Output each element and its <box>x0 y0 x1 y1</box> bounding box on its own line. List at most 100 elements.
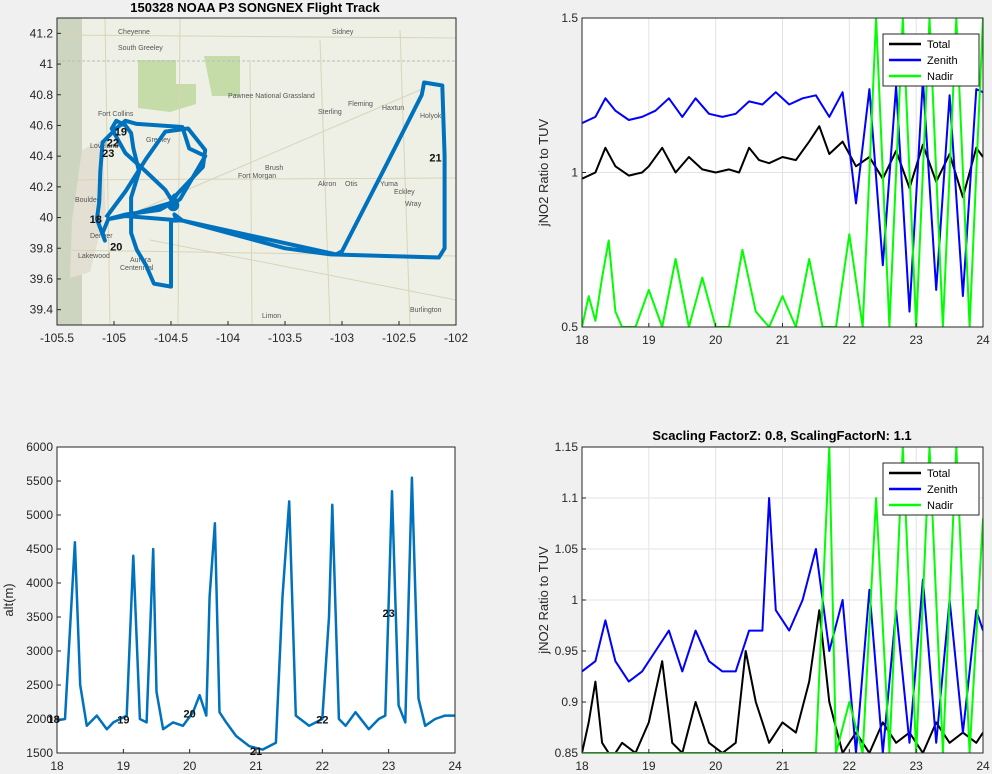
map-place-label: Boulder <box>75 197 100 204</box>
x-tick-label: -104 <box>216 331 240 345</box>
hour-label: 19 <box>117 715 129 727</box>
y-tick-label: 1 <box>571 166 578 180</box>
map-place-label: Holyoke <box>420 113 445 120</box>
x-tick-label: -104.5 <box>154 331 188 345</box>
y-tick-label: 2000 <box>26 712 53 726</box>
x-tick-label: -102 <box>444 331 468 345</box>
ratio-panel-bottom: Scacling FactorZ: 0.8, ScalingFactorN: 1… <box>536 428 990 773</box>
y-tick-label: 3500 <box>26 610 53 624</box>
hour-label: 19 <box>115 127 127 139</box>
y-tick-label: 6000 <box>26 440 53 454</box>
basemap-grassland <box>138 60 196 112</box>
map-place-label: Eckley <box>394 189 415 196</box>
map-place-label: Fleming <box>348 101 373 108</box>
y-axis-label: jNO2 Ratio to TUV <box>536 546 551 655</box>
x-tick-label: 22 <box>316 759 330 773</box>
map-panel: 150328 NOAA P3 SONGNEX Flight Track Chey… <box>30 0 469 345</box>
y-tick-label: 39.8 <box>30 241 54 255</box>
series-line-nadir <box>582 447 983 753</box>
x-tick-label: 18 <box>575 759 589 773</box>
y-tick-label: 1.05 <box>555 542 579 556</box>
hour-label: 21 <box>429 153 441 165</box>
series-line-total <box>582 609 983 753</box>
y-tick-label: 0.85 <box>555 746 579 760</box>
hour-label: 23 <box>102 148 114 160</box>
y-tick-label: 2500 <box>26 678 53 692</box>
x-tick-label: -105 <box>102 331 126 345</box>
ratio-bottom-title: Scacling FactorZ: 0.8, ScalingFactorN: 1… <box>652 428 911 443</box>
y-tick-label: 4000 <box>26 576 53 590</box>
map-place-label: Fort Collins <box>98 111 134 118</box>
x-tick-label: 21 <box>776 333 790 347</box>
series-line-altitude <box>57 476 455 751</box>
legend-label-zenith: Zenith <box>927 55 958 67</box>
hour-label: 20 <box>110 242 122 254</box>
basemap-grassland-east <box>204 56 240 96</box>
legend-label-nadir: Nadir <box>927 500 954 512</box>
map-place-label: Lakewood <box>78 253 110 260</box>
y-tick-label: 3000 <box>26 644 53 658</box>
legend-label-total: Total <box>927 39 950 51</box>
legend-label-zenith: Zenith <box>927 484 958 496</box>
x-tick-label: 23 <box>909 333 923 347</box>
y-tick-label: 1500 <box>26 746 53 760</box>
y-tick-label: 5000 <box>26 508 53 522</box>
map-place-label: Wray <box>405 201 422 208</box>
ratio-panel-top: 18 19 20 21 22 23 24 0.5 1 1.5 jNO2 Ratio to TUV To… <box>536 11 990 347</box>
x-tick-label: 22 <box>843 333 857 347</box>
series-line-zenith <box>582 497 983 753</box>
x-tick-label: -105.5 <box>40 331 74 345</box>
y-tick-label: 5500 <box>26 474 53 488</box>
x-tick-label: -102.5 <box>382 331 416 345</box>
basemap-urban <box>70 140 106 278</box>
y-tick-label: 40.8 <box>30 88 54 102</box>
x-tick-label: -103 <box>330 331 354 345</box>
series-line-total <box>582 125 983 199</box>
map-place-label: Sidney <box>332 29 354 36</box>
map-place-label: South Greeley <box>118 45 163 52</box>
map-place-label: Aurora <box>130 257 151 264</box>
y-tick-label: 39.6 <box>30 272 54 286</box>
x-tick-label: 20 <box>183 759 197 773</box>
hour-label: 18 <box>90 214 102 226</box>
y-tick-label: 40 <box>40 211 54 225</box>
map-place-label: Cheyenne <box>118 29 150 36</box>
map-axes-box <box>56 17 457 326</box>
basemap-land <box>57 18 456 325</box>
series-line-zenith <box>582 78 983 313</box>
y-tick-label: 0.95 <box>555 644 579 658</box>
hour-label: 22 <box>316 715 328 727</box>
y-tick-label: 0.9 <box>561 695 578 709</box>
y-tick-label: 40.6 <box>30 118 54 132</box>
x-tick-label: 24 <box>976 333 990 347</box>
x-tick-label: 24 <box>976 759 990 773</box>
x-tick-label: 18 <box>575 333 589 347</box>
map-title: 150328 NOAA P3 SONGNEX Flight Track <box>130 0 380 15</box>
x-tick-label: 23 <box>909 759 923 773</box>
map-place-label: Fort Morgan <box>238 173 276 180</box>
y-axis-label: jNO2 Ratio to TUV <box>536 118 551 227</box>
flight-track-line <box>94 80 447 289</box>
hour-label: 23 <box>383 608 395 620</box>
x-tick-label: 19 <box>642 333 656 347</box>
map-place-label: Yuma <box>380 181 398 188</box>
map-place-label: Brush <box>265 165 283 172</box>
x-tick-label: 24 <box>448 759 462 773</box>
x-tick-label: 21 <box>776 759 790 773</box>
legend-label-nadir: Nadir <box>927 71 954 83</box>
y-tick-label: 1.1 <box>561 491 578 505</box>
hour-label: 21 <box>250 746 262 758</box>
y-tick-label: 1.5 <box>561 11 578 25</box>
y-tick-label: 41.2 <box>30 26 54 40</box>
y-tick-label: 1.15 <box>555 440 579 454</box>
y-tick-label: 40.2 <box>30 180 54 194</box>
map-place-label: Sterling <box>318 109 342 116</box>
map-place-label: Centennial <box>120 265 154 272</box>
map-place-label: Limon <box>262 313 281 320</box>
y-tick-label: 41 <box>40 57 54 71</box>
hour-label: 22 <box>107 137 119 149</box>
x-tick-label: 20 <box>709 333 723 347</box>
y-tick-label: 1 <box>571 593 578 607</box>
hour-label: 20 <box>184 709 196 721</box>
